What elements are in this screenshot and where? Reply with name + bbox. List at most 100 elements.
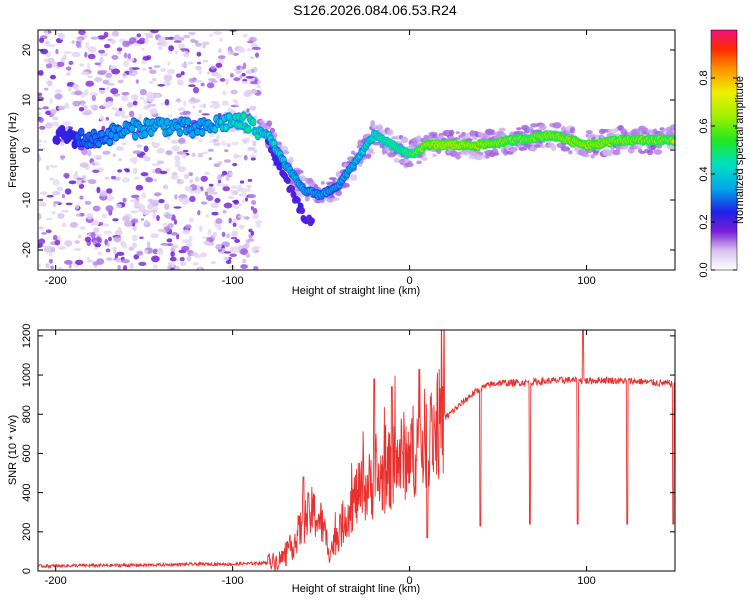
noise-blob <box>218 249 222 252</box>
noise-blob <box>221 102 230 106</box>
noise-blob <box>247 187 251 193</box>
noise-blob <box>45 217 53 221</box>
y-tick-label: 10 <box>21 94 33 106</box>
noise-blob <box>165 150 173 156</box>
halo-blob <box>365 153 372 159</box>
noise-blob <box>232 99 237 103</box>
noise-blob <box>87 75 93 79</box>
snr-y-label: SNR (10 * v/v) <box>7 415 19 485</box>
noise-blob <box>49 177 55 181</box>
noise-blob <box>38 107 43 110</box>
noise-blob <box>158 36 166 43</box>
noise-blob <box>96 258 105 265</box>
noise-blob <box>229 253 237 257</box>
colorbar-tick-label: 0.4 <box>698 166 710 181</box>
noise-blob <box>234 155 243 158</box>
noise-blob <box>173 34 181 42</box>
halo-blob <box>432 153 437 158</box>
noise-blob <box>116 146 124 151</box>
halo-blob <box>431 134 438 139</box>
noise-blob <box>104 176 110 180</box>
ridge-blob <box>671 140 675 143</box>
noise-blob <box>67 86 72 92</box>
halo-blob <box>516 127 522 131</box>
noise-blob <box>227 50 235 55</box>
colorbar-tick-label: 0.6 <box>698 118 710 133</box>
halo-blob <box>620 128 627 135</box>
noise-blob <box>118 110 126 117</box>
noise-blob <box>198 104 206 108</box>
noise-blob <box>133 254 140 260</box>
ridge-blob <box>251 119 256 125</box>
noise-blob <box>61 209 70 213</box>
noise-blob <box>127 102 134 108</box>
noise-blob <box>99 190 108 197</box>
noise-blob <box>139 96 145 100</box>
noise-blob <box>144 249 149 253</box>
ridge-blob <box>238 123 243 128</box>
halo-blob <box>581 153 590 158</box>
noise-blob <box>141 47 145 51</box>
noise-blob <box>99 56 104 64</box>
noise-blob <box>183 51 190 58</box>
noise-blob <box>157 84 165 87</box>
noise-blob <box>90 231 96 239</box>
noise-blob <box>76 180 82 186</box>
noise-blob <box>170 262 175 268</box>
noise-blob <box>44 30 49 36</box>
noise-blob <box>238 224 245 229</box>
noise-blob <box>157 46 163 50</box>
noise-blob <box>87 53 96 60</box>
noise-blob <box>148 66 153 70</box>
noise-blob <box>201 236 207 239</box>
noise-blob <box>54 89 63 93</box>
noise-blob <box>78 30 86 35</box>
noise-blob <box>211 261 216 265</box>
noise-blob <box>121 259 130 264</box>
noise-blob <box>98 87 106 91</box>
noise-blob <box>191 152 196 158</box>
noise-blob <box>246 108 250 113</box>
noise-blob <box>219 78 226 82</box>
noise-blob <box>107 198 112 202</box>
noise-blob <box>150 233 159 239</box>
noise-blob <box>111 68 121 75</box>
noise-blob <box>116 47 123 52</box>
noise-blob <box>122 243 128 249</box>
noise-blob <box>249 56 254 60</box>
noise-blob <box>146 241 151 248</box>
noise-blob <box>250 230 255 236</box>
noise-blob <box>239 180 245 184</box>
noise-blob <box>173 40 182 43</box>
noise-blob <box>248 89 258 94</box>
noise-blob <box>117 169 123 173</box>
noise-blob <box>195 176 200 182</box>
noise-blob <box>168 36 175 40</box>
noise-blob <box>182 201 188 205</box>
noise-blob <box>135 184 144 191</box>
ridge-blob <box>108 131 115 139</box>
noise-blob <box>213 142 221 147</box>
noise-blob <box>154 142 161 147</box>
noise-blob <box>216 134 220 140</box>
noise-blob <box>143 105 150 110</box>
noise-blob <box>205 214 209 218</box>
noise-blob <box>247 40 254 44</box>
noise-blob <box>232 162 238 167</box>
noise-blob <box>170 232 178 236</box>
noise-blob <box>105 248 111 253</box>
noise-blob <box>68 60 74 65</box>
noise-blob <box>113 236 122 243</box>
noise-blob <box>61 222 67 228</box>
noise-blob <box>45 122 53 129</box>
noise-blob <box>217 161 223 165</box>
halo-blob <box>510 148 517 153</box>
noise-blob <box>148 69 157 75</box>
halo-blob <box>560 146 571 152</box>
x-tick-label: 0 <box>407 275 413 287</box>
noise-blob <box>207 228 212 235</box>
noise-blob <box>188 172 194 177</box>
noise-blob <box>235 70 242 75</box>
noise-blob <box>80 226 86 231</box>
noise-blob <box>209 133 214 138</box>
